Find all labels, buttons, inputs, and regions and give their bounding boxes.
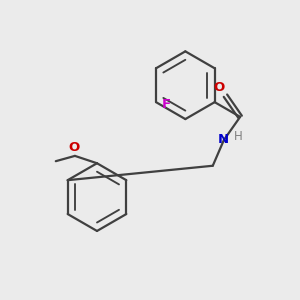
Text: O: O (68, 141, 80, 154)
Text: O: O (213, 81, 225, 94)
Text: F: F (161, 98, 170, 111)
Text: H: H (233, 130, 242, 143)
Text: N: N (218, 133, 229, 146)
